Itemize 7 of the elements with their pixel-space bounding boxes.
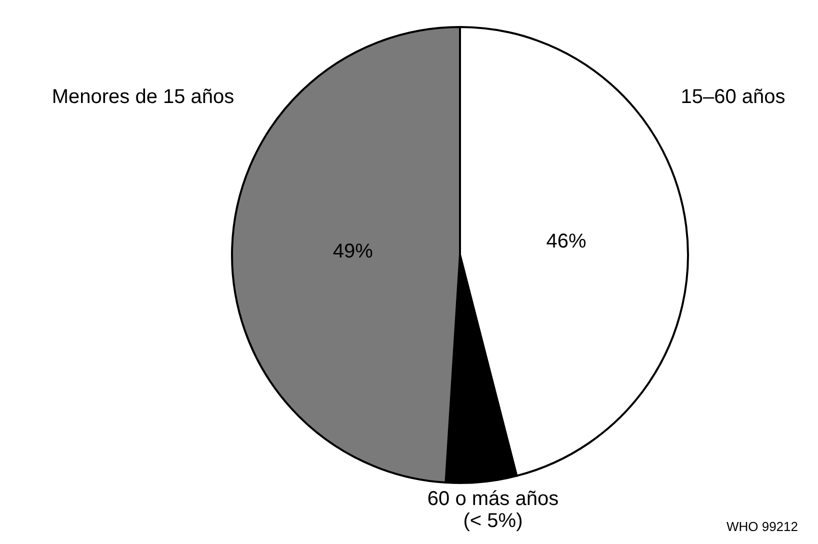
- data-label: 49%: [332, 240, 374, 263]
- data-label: (< 5%): [463, 510, 523, 532]
- text: WHO 99212: [726, 519, 798, 534]
- slice-label: Menores de 15 años: [52, 86, 234, 108]
- slice-label: 15–60 años: [680, 86, 786, 108]
- slice-label: 60 o más años: [427, 488, 559, 510]
- data-label: 46%: [546, 230, 587, 253]
